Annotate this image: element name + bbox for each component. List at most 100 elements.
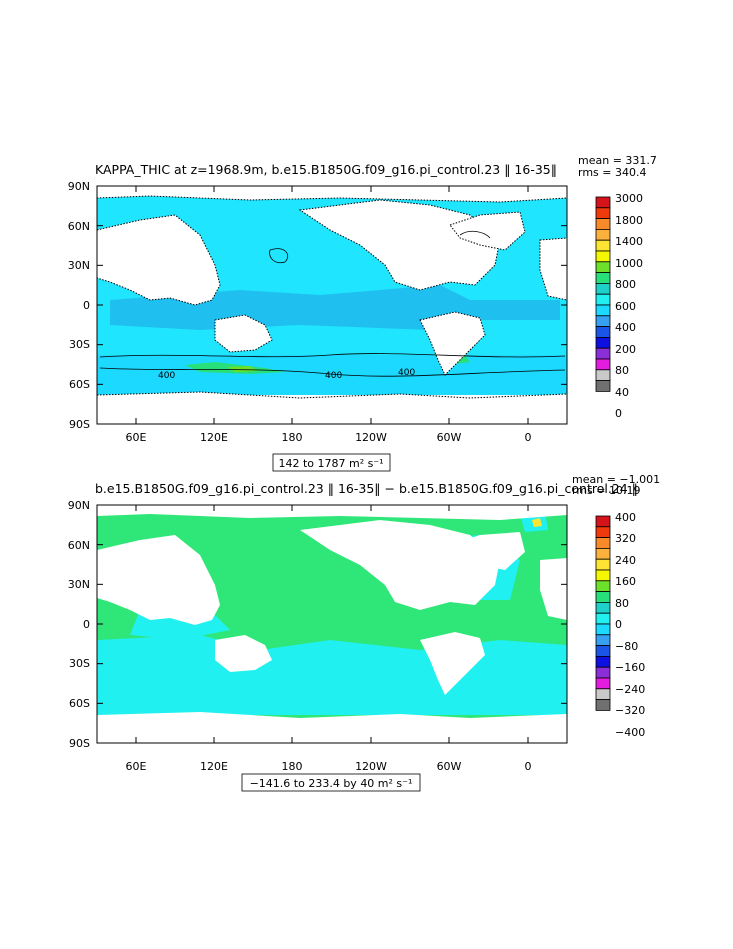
colorbar-label: 400 <box>615 511 636 524</box>
colorbar-swatch <box>595 315 611 327</box>
panel-bottom-colorbar-labels: 400 320 240 160 80 0 −80 −160 −240 −320 … <box>615 511 645 739</box>
colorbar-swatch <box>595 304 611 317</box>
colorbar-label: 320 <box>615 532 636 545</box>
panel-top-lat-label: 90S <box>69 418 90 431</box>
panel-bottom-land-antarctica <box>97 712 567 743</box>
panel-top-contour-2 <box>99 367 566 377</box>
colorbar-label: 40 <box>615 386 629 399</box>
colorbar-swatch <box>595 612 611 625</box>
colorbar-label: 160 <box>615 575 636 588</box>
panel-top-colorbar <box>595 196 611 392</box>
colorbar-label: 80 <box>615 597 629 610</box>
panel-bottom-range-label: −141.6 to 233.4 by 40 m² s⁻¹ <box>250 777 413 790</box>
panel-bottom-mean: mean = −1.001 <box>572 473 660 486</box>
colorbar-swatch <box>595 677 611 690</box>
panel-bottom-land-africa-eurasia <box>97 535 220 625</box>
panel-bottom-lon-label: 120W <box>355 760 387 773</box>
panel-top-land-africa-eurasia <box>96 214 221 306</box>
panel-top-contour-1 <box>99 353 566 358</box>
panel-bottom-lon-label: 60W <box>437 760 462 773</box>
panel-top-lon-axis: 60E 120E 180 120W 60W 0 <box>126 431 532 444</box>
colorbar-label: 400 <box>615 321 636 334</box>
colorbar-label: −160 <box>615 661 645 674</box>
colorbar-swatch <box>595 558 611 571</box>
colorbar-label: −400 <box>615 726 645 739</box>
colorbar-label: 0 <box>615 618 622 631</box>
panel-top-lon-label: 0 <box>525 431 532 444</box>
colorbar-label: 0 <box>615 407 622 420</box>
colorbar-swatch <box>595 645 611 657</box>
panel-top-land-greenland <box>449 211 526 251</box>
panel-bottom-land-australia <box>215 635 272 672</box>
colorbar-swatch <box>595 218 611 230</box>
panel-top-lat-label: 30N <box>68 259 90 272</box>
panel-bottom-southern-cyan <box>97 635 567 715</box>
colorbar-label: 80 <box>615 364 629 377</box>
colorbar-swatch <box>595 250 611 263</box>
panel-top-yellow-streak <box>228 366 258 372</box>
panel-bottom-title: b.e15.B1850G.f09_g16.pi_control.23 ‖ 16-… <box>95 481 638 496</box>
panel-bottom-arctic-yellow <box>532 518 542 527</box>
panel-bottom-lon-label: 0 <box>525 760 532 773</box>
panel-bottom-lon-label: 180 <box>282 760 303 773</box>
colorbar-swatch <box>595 569 611 582</box>
colorbar-label: 240 <box>615 554 636 567</box>
axis-ticks <box>97 185 567 425</box>
panel-top-lat-label: 90N <box>68 180 90 193</box>
colorbar-swatch <box>595 272 611 284</box>
panel-top-contour-3 <box>269 248 289 264</box>
panel-top-rms: rms = 340.4 <box>578 166 646 179</box>
colorbar-label: −320 <box>615 704 645 717</box>
colorbar-swatch <box>595 548 611 560</box>
panel-top-range-label: 142 to 1787 m² s⁻¹ <box>278 457 383 470</box>
panel-top-land-south-america <box>419 311 486 376</box>
colorbar-swatch <box>595 656 611 668</box>
colorbar-swatch <box>595 196 611 209</box>
colorbar-swatch <box>595 591 611 603</box>
colorbar-swatch <box>595 207 611 220</box>
panel-top-lat-label: 60N <box>68 220 90 233</box>
panel-bottom-lat-label: 60N <box>68 539 90 552</box>
colorbar-swatch <box>595 666 611 679</box>
panel-top-lon-label: 120W <box>355 431 387 444</box>
panel-bottom-lat-label: 30N <box>68 578 90 591</box>
colorbar-swatch <box>595 602 611 614</box>
colorbar-swatch <box>595 293 611 306</box>
colorbar-swatch <box>595 537 611 549</box>
panel-top-lat-label: 0 <box>83 299 90 312</box>
panel-bottom-lon-axis: 60E 120E 180 120W 60W 0 <box>126 760 532 773</box>
panel-bottom-lat-label: 90S <box>69 737 90 750</box>
axis-ticks <box>97 504 567 744</box>
colorbar-swatch <box>595 326 611 338</box>
panel-top-lon-label: 120E <box>200 431 228 444</box>
colorbar-swatch <box>595 358 611 371</box>
colorbar-swatch <box>595 239 611 252</box>
panel-top-colorbar-labels: 3000 1800 1400 1000 800 600 400 200 80 4… <box>615 192 643 420</box>
panel-bottom-land-greenland <box>450 532 525 570</box>
panel-top-title: KAPPA_THIC at z=1968.9m, b.e15.B1850G.f0… <box>95 162 557 177</box>
colorbar-label: 200 <box>615 343 636 356</box>
colorbar-label: 1000 <box>615 257 643 270</box>
colorbar-swatch <box>595 380 611 392</box>
panel-top-lat-axis: 90N 60N 30N 0 30S 60S 90S <box>68 180 90 431</box>
colorbar-swatch <box>595 526 611 538</box>
colorbar-swatch <box>595 580 611 592</box>
panel-bottom-lat-axis: 90N 60N 30N 0 30S 60S 90S <box>68 499 90 750</box>
colorbar-swatch <box>595 699 611 711</box>
panel-top-contour-label-2: 400 <box>325 371 342 381</box>
panel-bottom-rms: rms = 10.19 <box>572 484 640 497</box>
colorbar-swatch <box>595 634 611 646</box>
panel-bottom-lat-label: 90N <box>68 499 90 512</box>
panel-top-lon-label: 180 <box>282 431 303 444</box>
colorbar-swatch <box>595 228 611 241</box>
panel-top-contour-4 <box>459 230 491 239</box>
panel-top-land-australia <box>214 314 273 353</box>
colorbar-label: 600 <box>615 300 636 313</box>
panel-bottom-lon-label: 60E <box>126 760 147 773</box>
colorbar-swatch <box>595 369 611 381</box>
colorbar-swatch <box>595 336 611 349</box>
colorbar-swatch <box>595 282 611 295</box>
panel-top-land-europe-right <box>539 237 568 301</box>
panel-top: KAPPA_THIC at z=1968.9m, b.e15.B1850G.f0… <box>68 154 657 472</box>
